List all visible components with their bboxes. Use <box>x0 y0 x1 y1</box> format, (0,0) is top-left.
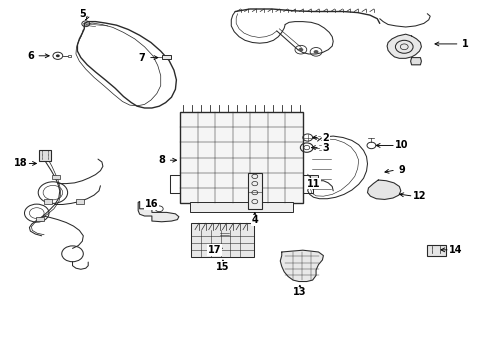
Text: 18: 18 <box>14 158 27 168</box>
Bar <box>52 175 60 179</box>
Text: 12: 12 <box>413 191 426 201</box>
Bar <box>39 150 51 161</box>
Bar <box>248 173 262 209</box>
Text: 1: 1 <box>462 39 469 49</box>
Circle shape <box>314 50 318 54</box>
Text: 15: 15 <box>216 262 230 272</box>
Bar <box>310 175 318 180</box>
Bar <box>44 199 52 204</box>
Text: 16: 16 <box>145 199 159 210</box>
Bar <box>36 217 44 221</box>
Text: 6: 6 <box>27 51 34 61</box>
Polygon shape <box>280 250 323 282</box>
Text: 7: 7 <box>139 53 146 63</box>
Polygon shape <box>411 58 421 65</box>
Polygon shape <box>213 228 235 241</box>
Text: 13: 13 <box>293 287 307 297</box>
Bar <box>76 199 84 204</box>
Text: 9: 9 <box>398 165 405 175</box>
Text: 2: 2 <box>322 132 329 143</box>
Text: 4: 4 <box>251 215 258 225</box>
Bar <box>191 223 254 257</box>
Text: 3: 3 <box>322 143 329 153</box>
Text: 17: 17 <box>208 245 221 255</box>
Text: 14: 14 <box>449 245 463 255</box>
Text: 11: 11 <box>307 179 320 189</box>
Circle shape <box>56 54 60 57</box>
Circle shape <box>298 48 303 51</box>
Bar <box>190 202 293 212</box>
Bar <box>180 112 303 203</box>
Text: 5: 5 <box>79 9 86 19</box>
Text: 8: 8 <box>158 155 165 165</box>
Polygon shape <box>138 202 179 222</box>
Bar <box>162 55 171 59</box>
Polygon shape <box>387 34 421 58</box>
Text: 10: 10 <box>395 140 409 150</box>
Bar <box>427 245 446 256</box>
Polygon shape <box>368 180 401 199</box>
